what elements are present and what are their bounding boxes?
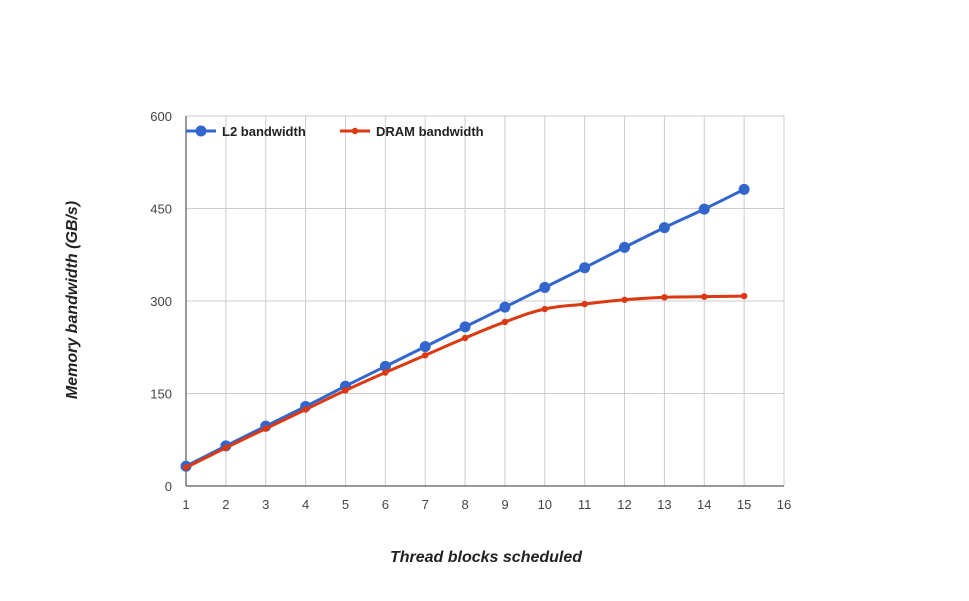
y-tick-450: 450 [150,202,172,217]
point-l2-7[interactable] [419,341,431,353]
y-axis-title: Memory bandwidth (GB/s) [64,201,81,399]
point-dram-12[interactable] [621,296,628,303]
x-tick-8: 8 [461,497,468,512]
point-dram-15[interactable] [740,292,748,300]
point-dram-10[interactable] [541,305,548,313]
point-dram-4[interactable] [302,406,309,413]
x-tick-14: 14 [697,497,711,512]
legend-label-l2: L2 bandwidth [222,124,306,139]
point-l2-10[interactable] [539,281,551,293]
point-l2-11[interactable] [579,262,591,274]
point-l2-6[interactable] [379,360,391,372]
x-tick-3: 3 [262,497,269,512]
point-dram-8[interactable] [461,334,469,342]
x-tick-5: 5 [342,497,349,512]
x-tick-10: 10 [538,497,552,512]
x-tick-2: 2 [222,497,229,512]
point-dram-6[interactable] [382,369,389,376]
legend-label-dram: DRAM bandwidth [376,124,484,139]
x-tick-labels: 1 2 3 4 5 6 7 8 9 10 11 12 13 14 15 16 [182,497,791,512]
point-l2-9[interactable] [499,301,511,313]
legend-swatch-l2-marker [195,125,207,137]
point-dram-5[interactable] [342,387,349,394]
legend-item-l2[interactable]: L2 bandwidth [186,124,306,139]
point-dram-11[interactable] [581,300,588,308]
point-l2-14[interactable] [698,203,710,215]
legend: L2 bandwidth DRAM bandwidth [186,124,484,139]
point-l2-12[interactable] [619,241,631,253]
point-dram-2[interactable] [222,444,230,451]
y-tick-600: 600 [150,109,172,124]
y-tick-300: 300 [150,294,172,309]
legend-swatch-dram-marker [351,127,359,135]
point-dram-3[interactable] [262,425,269,432]
x-tick-6: 6 [382,497,389,512]
x-tick-7: 7 [422,497,429,512]
y-tick-150: 150 [150,387,172,402]
y-tick-0: 0 [165,479,172,494]
legend-item-dram[interactable]: DRAM bandwidth [340,124,484,139]
x-tick-13: 13 [657,497,671,512]
x-tick-11: 11 [578,497,592,512]
point-l2-8[interactable] [459,321,471,333]
x-axis-title: Thread blocks scheduled [390,549,583,566]
point-l2-13[interactable] [658,222,670,234]
x-tick-12: 12 [617,497,631,512]
x-tick-16: 16 [777,497,791,512]
point-dram-7[interactable] [422,352,429,359]
x-tick-1: 1 [182,497,189,512]
series-dram [182,292,748,471]
x-tick-9: 9 [501,497,508,512]
y-tick-labels: 0 150 300 450 600 [150,109,172,494]
axes [185,116,784,487]
x-tick-15: 15 [737,497,751,512]
x-tick-4: 4 [302,497,309,512]
point-l2-15[interactable] [738,183,750,195]
point-dram-13[interactable] [661,294,668,301]
series-group [180,183,750,472]
point-dram-1[interactable] [182,464,190,471]
point-dram-14[interactable] [701,293,708,300]
point-dram-9[interactable] [501,318,509,326]
